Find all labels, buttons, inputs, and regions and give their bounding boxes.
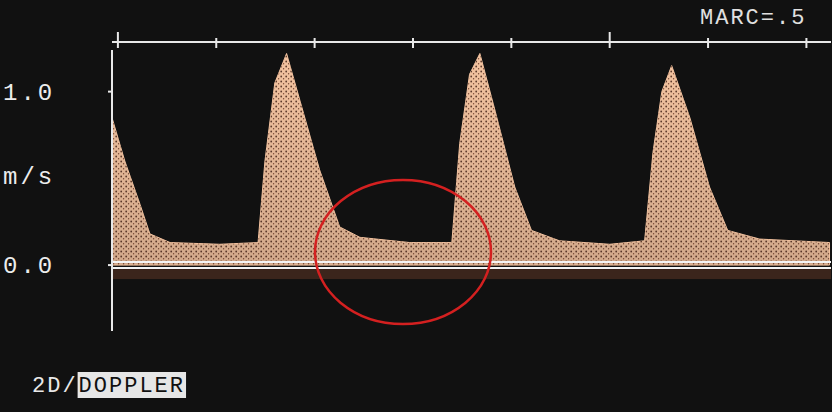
x-tick [117,32,119,48]
mode-label: 2D/ [32,374,78,399]
mode-highlight [78,372,186,398]
speckle [112,53,830,265]
marc-label: MARC=.5 [700,6,806,31]
background [0,0,832,412]
x-tick [609,32,611,48]
zero-line [112,261,831,263]
x-tick [707,38,709,48]
mode-label-active: DOPPLER [79,374,185,399]
y-axis [111,50,113,331]
x-tick [510,38,512,48]
x-tick [412,38,414,48]
zero-line [112,267,831,269]
y-axis-title: m/s [3,164,55,191]
time-axis [112,41,831,43]
plot-area [112,53,831,279]
velocity-envelope [112,53,830,265]
noise-band [112,269,831,279]
x-tick [805,38,807,48]
y-tick-label: 0.0 [3,253,55,280]
x-tick [215,38,217,48]
x-tick [314,38,316,48]
highlight-circle [315,180,491,324]
y-tick-label: 1.0 [3,80,55,107]
chart: 0.0 1.0 m/s MARC=.5 2D/DOPPLER [0,0,832,412]
